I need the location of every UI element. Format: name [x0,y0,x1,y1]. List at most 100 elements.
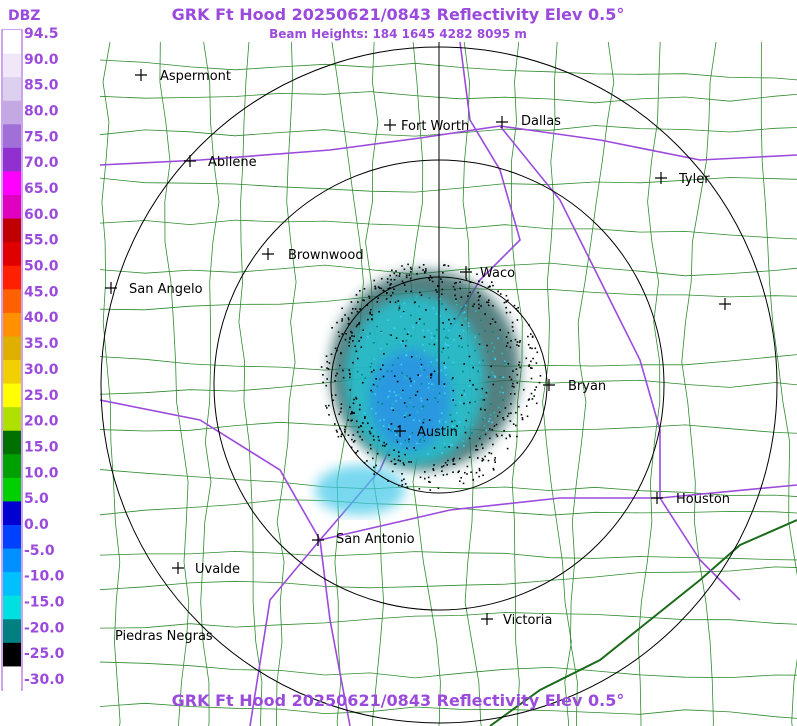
echo-pixel [491,331,494,333]
echo-pixel [487,350,489,353]
echo-pixel [455,420,457,423]
echo-pixel [478,361,481,364]
echo-pixel [452,361,455,364]
legend-swatch [3,30,21,55]
echo-pixel [452,377,454,379]
echo-pixel [381,444,384,447]
echo-pixel [487,304,490,307]
echo-pixel [475,310,477,312]
echo-pixel [376,385,379,388]
echo-pixel [419,358,422,360]
legend-label: 75.0 [24,129,59,145]
echo-pixel [494,358,496,361]
echo-pixel [430,332,433,334]
echo-pixel [487,286,490,288]
echo-pixel [489,323,492,325]
echo-pixel [432,389,434,391]
echo-pixel [380,331,383,334]
county-line [100,262,797,277]
echo-pixel [459,348,462,350]
echo-pixel [370,362,373,365]
echo-pixel [373,439,375,441]
legend-swatch [3,242,21,267]
echo-pixel [380,287,383,290]
echo-pixel [325,405,327,407]
echo-pixel [478,307,480,310]
echo-pixel [390,370,393,373]
echo-pixel [380,347,382,350]
echo-pixel [485,429,488,432]
echo-pixel [454,300,457,302]
echo-pixel [439,315,441,317]
county-line [238,42,263,726]
echo-pixel [369,366,372,368]
echo-pixel [353,412,355,414]
echo-pixel [460,337,463,340]
echo-pixel [372,383,375,386]
echo-pixel [401,479,403,482]
echo-pixel [467,344,469,347]
echo-pixel [441,293,443,295]
echo-pixel [347,317,350,319]
echo-pixel [431,277,433,279]
echo-pixel [463,389,465,392]
echo-pixel [482,346,484,349]
echo-pixel [488,376,490,378]
echo-pixel [367,336,369,338]
echo-pixel [509,346,512,349]
city-label: Piedras Negras [115,629,213,644]
echo-pixel [486,301,488,304]
echo-pixel [479,373,481,376]
echo-pixel [354,345,356,348]
echo-pixel [327,368,330,370]
echo-pixel [419,476,422,479]
echo-pixel [521,417,524,419]
echo-pixel [328,362,331,364]
echo-pixel [484,330,486,332]
echo-pixel [372,457,374,460]
echo-pixel [403,345,405,347]
echo-pixel [516,344,518,346]
echo-pixel [530,360,532,363]
echo-pixel [405,276,408,279]
echo-pixel [436,359,438,361]
echo-pixel [440,412,443,414]
echo-pixel [418,318,421,320]
echo-pixel [379,378,381,381]
echo-pixel [372,435,375,438]
echo-pixel [437,401,439,403]
echo-pixel [499,391,502,393]
echo-pixel [484,313,486,315]
echo-pixel [445,308,447,311]
echo-pixel [487,459,490,462]
echo-pixel [344,314,346,316]
echo-pixel [330,353,333,356]
echo-pixel [401,265,403,267]
echo-pixel [515,368,518,370]
echo-pixel [496,435,499,438]
echo-pixel [359,308,361,310]
echo-pixel [476,449,479,451]
echo-pixel [364,416,366,418]
echo-pixel [445,344,448,346]
city-label: Uvalde [195,562,240,577]
echo-pixel [432,307,435,310]
echo-pixel [447,356,450,359]
echo-pixel [405,412,407,414]
echo-pixel [439,298,441,300]
echo-pixel [481,460,483,462]
echo-pixel [394,301,397,304]
echo-pixel [497,290,499,293]
echo-pixel [397,300,400,302]
echo-pixel [386,397,389,399]
echo-pixel [409,271,412,273]
city-label: Houston [676,492,730,507]
echo-pixel [366,460,368,462]
county-line [542,42,572,726]
echo-pixel [415,295,418,298]
echo-pixel [352,434,355,436]
echo-pixel [492,443,494,446]
echo-pixel [409,319,412,321]
echo-pixel [331,327,333,329]
echo-pixel [415,355,418,358]
